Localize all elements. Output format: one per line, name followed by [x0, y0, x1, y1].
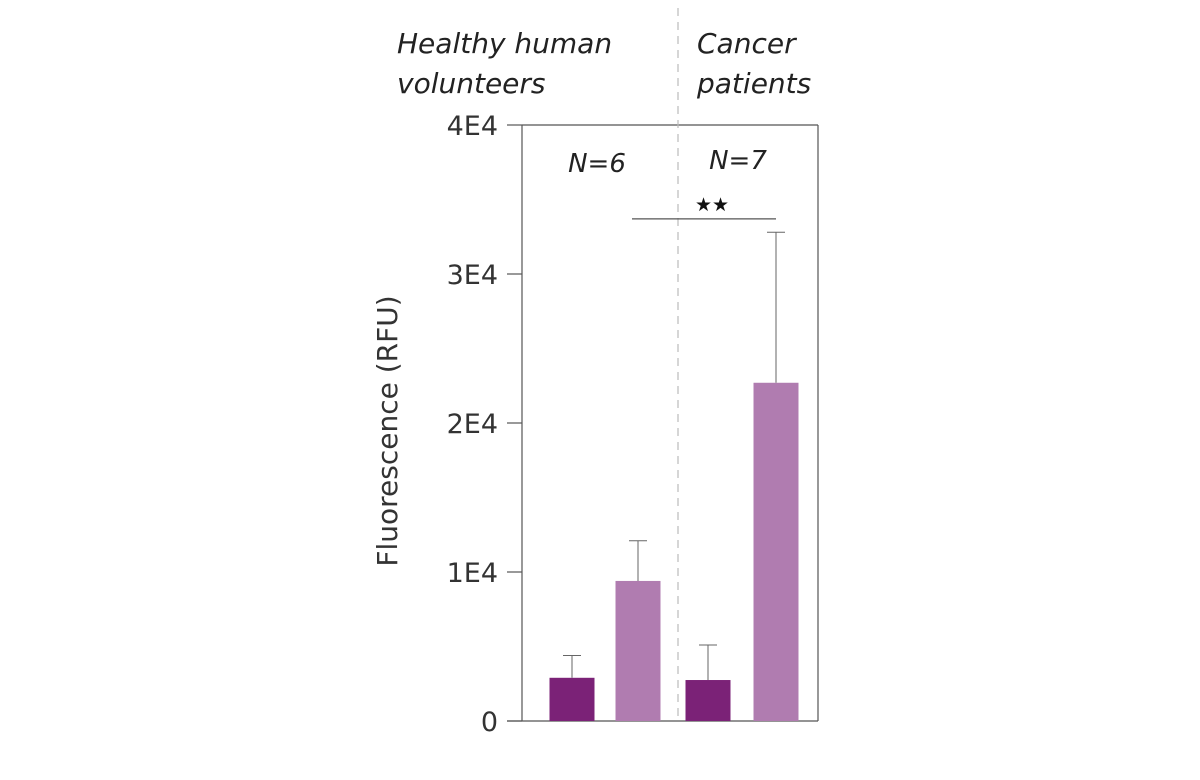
bar	[685, 680, 731, 721]
bars	[549, 382, 799, 721]
sample-size-label: N=6	[568, 149, 626, 179]
y-axis-label: Fluorescence (RFU)	[371, 295, 404, 566]
sample-size-label: N=7	[709, 146, 767, 176]
group-label-line: Cancer	[697, 27, 797, 60]
bar	[615, 580, 661, 721]
y-tick-label: 0	[481, 707, 498, 738]
group-label-line: Healthy human	[397, 27, 612, 60]
error-bars	[563, 231, 785, 681]
y-tick-label: 2E4	[447, 409, 498, 440]
y-axis-ticks: 0 1E4 2E4 3E4 4E4	[447, 111, 522, 738]
group-label-line: patients	[696, 67, 811, 100]
group-labels: Healthy human volunteers Cancer patients	[397, 27, 811, 100]
sample-size-labels: N=6 N=7	[568, 146, 767, 179]
significance-annotation: ★★	[632, 194, 776, 220]
group-label-line: volunteers	[397, 67, 546, 100]
y-tick-label: 1E4	[447, 558, 498, 589]
y-tick-label: 3E4	[447, 260, 498, 291]
significance-stars: ★★	[695, 194, 729, 216]
bar	[753, 382, 799, 721]
bar	[549, 677, 595, 721]
y-tick-label: 4E4	[447, 111, 498, 142]
